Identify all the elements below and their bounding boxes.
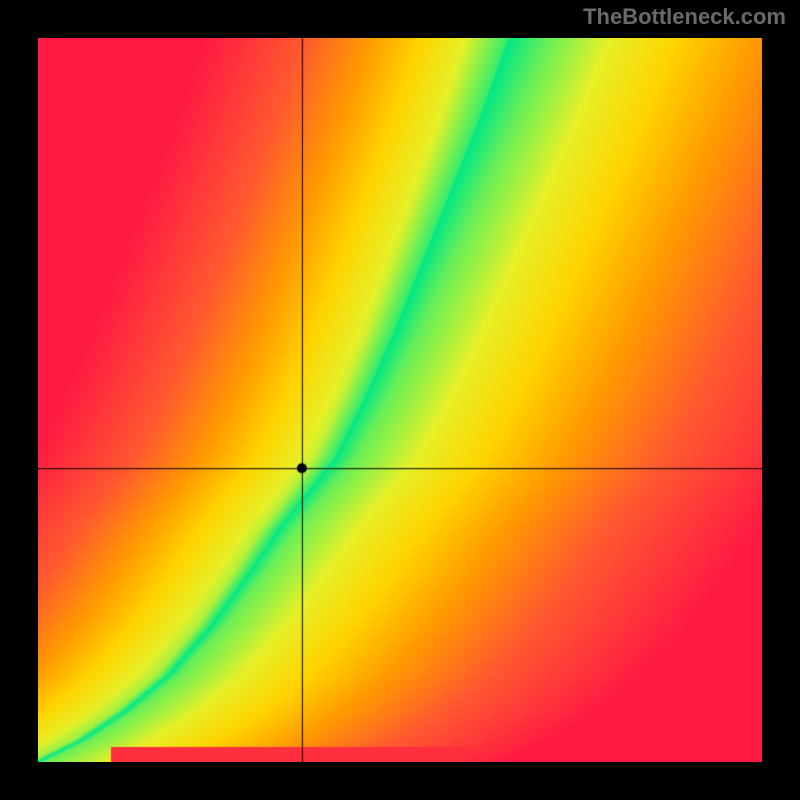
chart-container: TheBottleneck.com <box>0 0 800 800</box>
heatmap-canvas <box>38 38 762 762</box>
heatmap-plot <box>38 38 762 762</box>
watermark-text: TheBottleneck.com <box>583 4 786 30</box>
